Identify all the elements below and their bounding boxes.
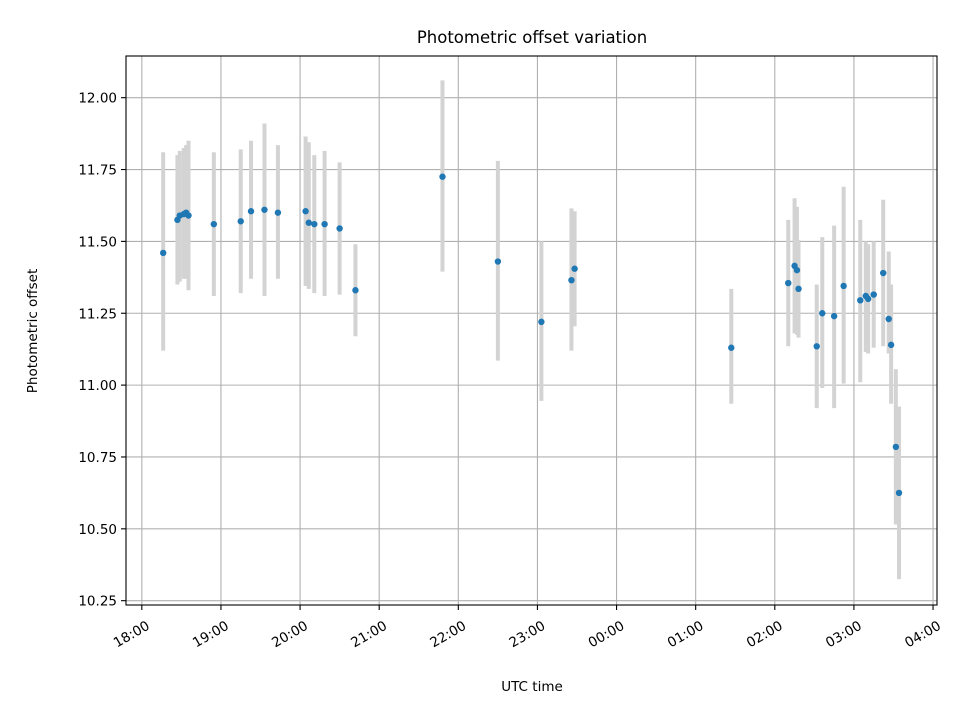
- data-point: [237, 218, 244, 225]
- chart-title: Photometric offset variation: [417, 28, 647, 47]
- data-point: [857, 297, 864, 304]
- data-point: [210, 220, 218, 228]
- data-point: [795, 285, 802, 293]
- y-axis-ticks: 10.25 10.50 10.75 11.00 11.25 11.50 11.75 12.00: [78, 91, 126, 610]
- data-point: [840, 282, 847, 290]
- data-point: [352, 287, 359, 294]
- data-point: [494, 258, 502, 265]
- data-point: [892, 443, 900, 451]
- y-tick-label: 10.50: [78, 522, 117, 538]
- data-point: [885, 315, 892, 323]
- data-point: [571, 265, 578, 272]
- y-tick-label: 11.50: [78, 234, 117, 250]
- data-point: [336, 225, 343, 232]
- y-tick-label: 11.00: [78, 378, 117, 394]
- data-point: [879, 269, 887, 277]
- data-point: [302, 208, 309, 215]
- data-point: [793, 266, 801, 274]
- data-point: [830, 312, 838, 320]
- data-point: [439, 173, 446, 180]
- data-point: [261, 206, 268, 213]
- data-point: [864, 295, 872, 303]
- data-point: [274, 209, 282, 216]
- plot-frame: [125, 55, 938, 606]
- y-tick-label: 10.25: [78, 594, 117, 610]
- grid: [126, 56, 937, 605]
- data-point: [247, 208, 255, 215]
- data-point: [870, 291, 877, 298]
- data-point: [321, 220, 328, 228]
- x-axis-label: UTC time: [501, 679, 563, 695]
- data-point: [785, 279, 792, 287]
- data-point: [728, 344, 735, 351]
- y-tick-label: 12.00: [78, 91, 117, 107]
- data-point: [819, 310, 826, 317]
- y-axis-label: Photometric offset: [25, 269, 41, 393]
- data-point: [311, 220, 318, 228]
- data-point: [159, 249, 167, 257]
- y-tick-label: 11.75: [78, 163, 117, 179]
- data-point: [895, 489, 903, 497]
- data-points: [159, 173, 903, 497]
- y-tick-label: 11.25: [78, 306, 117, 322]
- data-point: [185, 212, 192, 219]
- data-point: [887, 341, 895, 349]
- data-point: [538, 318, 545, 326]
- data-point: [568, 276, 575, 284]
- y-tick-label: 10.75: [78, 450, 117, 466]
- data-point: [813, 343, 820, 350]
- data-point: [305, 219, 312, 226]
